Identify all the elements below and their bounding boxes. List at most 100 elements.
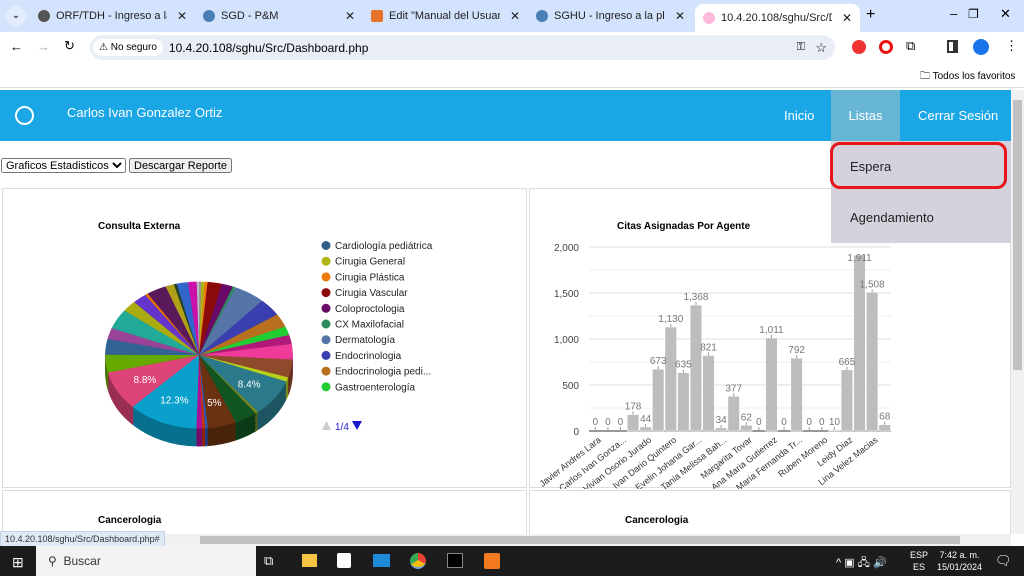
all-bookmarks[interactable]: 🗀 Todos los favoritos (920, 71, 1016, 82)
tab-dashboard[interactable]: 10.4.20.108/sghu/Src/Dashb✕ (695, 4, 860, 32)
bar[interactable] (652, 368, 665, 432)
close-tab-icon[interactable]: ✕ (674, 9, 685, 23)
profile-icon[interactable] (973, 39, 989, 55)
pie-slice[interactable] (196, 355, 203, 429)
legend-item[interactable]: Endocrinologia pedi... (335, 367, 431, 378)
dropdown-agendamiento[interactable]: Agendamiento (850, 210, 934, 225)
menu-icon[interactable]: ⋮ (1005, 38, 1018, 53)
horizontal-scrollbar[interactable] (0, 534, 1011, 546)
pie-slice[interactable] (199, 355, 289, 382)
vertical-scrollbar[interactable] (1011, 90, 1024, 534)
pie-slice[interactable] (107, 355, 199, 407)
language-indicator[interactable]: ESP ES (910, 550, 929, 572)
tab-sghu[interactable]: SGHU - Ingreso a la platafor✕ (528, 5, 693, 27)
pie-slice[interactable] (199, 281, 208, 355)
bar[interactable] (853, 254, 866, 432)
legend-next-icon[interactable] (352, 421, 362, 430)
bar[interactable] (677, 372, 690, 432)
pie-slice[interactable] (105, 338, 199, 355)
legend-prev-icon[interactable] (322, 421, 331, 430)
key-icon[interactable]: ⚿ (796, 41, 805, 53)
pie-slice[interactable] (199, 281, 222, 355)
pie-slice[interactable] (199, 355, 206, 429)
close-tab-icon[interactable]: ✕ (509, 9, 520, 23)
legend-item[interactable]: Cirugia General (335, 257, 405, 268)
legend-item[interactable]: Endocrinologia (335, 351, 402, 362)
pie-slice[interactable] (199, 300, 278, 355)
pie-slice[interactable] (188, 281, 199, 355)
legend-item[interactable]: Dermatología (335, 335, 395, 346)
close-tab-icon[interactable]: ✕ (344, 9, 355, 23)
legend-item[interactable]: CX Maxilofacial (335, 320, 404, 331)
back-icon[interactable]: ← (10, 39, 23, 54)
pie-slice[interactable] (199, 286, 236, 355)
pie-slice[interactable] (145, 293, 199, 355)
pie-slice[interactable] (134, 294, 199, 355)
bar[interactable] (664, 326, 677, 432)
pie-slice[interactable] (199, 355, 256, 423)
bar[interactable] (878, 424, 891, 432)
chart-type-select[interactable]: Graficos Estadisticos (1, 158, 126, 173)
dropdown-espera[interactable]: Espera (850, 159, 892, 174)
pie-slice[interactable] (199, 314, 286, 355)
notifications-icon[interactable]: 🗨 (995, 553, 1012, 568)
bar[interactable] (702, 355, 715, 432)
bar[interactable] (715, 427, 728, 432)
pie-slice[interactable] (105, 354, 199, 373)
bar[interactable] (790, 357, 803, 432)
windows-start-icon[interactable]: ⊞ (12, 554, 24, 570)
pie-slice[interactable] (199, 343, 293, 360)
bar[interactable] (765, 337, 778, 432)
adblock-icon[interactable] (852, 40, 866, 54)
bar[interactable] (840, 369, 853, 432)
tab-search-button[interactable]: ⌄ (6, 6, 26, 26)
legend-item[interactable]: Cirugia Plástica (335, 272, 405, 283)
pie-slice[interactable] (199, 355, 259, 414)
close-tab-icon[interactable]: ✕ (176, 9, 187, 23)
security-chip[interactable]: ⚠ No seguro (93, 39, 163, 56)
restore-button[interactable]: ❐ (968, 7, 979, 21)
bar[interactable] (866, 292, 879, 432)
taskbar-search[interactable]: ⚲ Buscar (36, 546, 256, 576)
store-icon[interactable] (337, 553, 351, 568)
task-view-icon[interactable]: ⧉ (264, 553, 274, 568)
terminal-icon[interactable] (447, 553, 463, 568)
nav-listas[interactable]: Listas (831, 90, 900, 141)
minimize-button[interactable]: – (950, 6, 958, 21)
legend-item[interactable]: Coloproctologia (335, 304, 405, 315)
forward-icon[interactable]: → (37, 39, 50, 54)
tray-icons[interactable]: ^ ▣ 🖧 🔊 (836, 557, 887, 569)
legend-item[interactable]: Cardiología pediátrica (335, 241, 433, 252)
new-tab-button[interactable]: + (866, 6, 876, 23)
bar[interactable] (740, 425, 753, 432)
opera-icon[interactable] (879, 40, 893, 54)
star-icon[interactable]: ☆ (815, 39, 827, 55)
tab-sgd[interactable]: SGD - P&M ✕ (195, 5, 363, 27)
extensions-icon[interactable]: ⧉ (906, 38, 916, 53)
pie-slice[interactable] (199, 326, 290, 355)
pie-slice[interactable] (199, 355, 236, 429)
chrome-icon[interactable] (410, 553, 426, 569)
tab-orf[interactable]: ORF/TDH - Ingreso a la plata✕ (30, 5, 195, 27)
url-text[interactable]: 10.4.20.108/sghu/Src/Dashboard.php (168, 40, 369, 55)
reload-icon[interactable]: ↻ (64, 38, 75, 53)
nav-inicio[interactable]: Inicio (784, 108, 815, 123)
legend-item[interactable]: Gastroenterología (335, 382, 415, 393)
pie-slice[interactable] (199, 334, 292, 355)
bar[interactable] (727, 396, 740, 432)
pie-slice[interactable] (147, 286, 199, 355)
nav-cerrar-sesion[interactable]: Cerrar Sesión (918, 108, 999, 123)
pie-slice[interactable] (165, 284, 199, 355)
pie-slice[interactable] (199, 281, 205, 355)
pie-slice[interactable] (199, 355, 293, 378)
tab-edit-manual[interactable]: Edit "Manual del Usuario isa✕ (363, 5, 528, 27)
bar[interactable] (627, 414, 640, 432)
pie-slice[interactable] (124, 302, 199, 355)
mail-icon[interactable] (373, 554, 390, 567)
side-panel-icon[interactable] (947, 40, 958, 53)
bar[interactable] (828, 429, 841, 432)
pie-slice[interactable] (199, 355, 208, 429)
legend-item[interactable]: Cirugia Vascular (335, 288, 408, 299)
close-window-button[interactable]: ✕ (1000, 6, 1011, 21)
close-tab-icon[interactable]: ✕ (841, 11, 852, 25)
